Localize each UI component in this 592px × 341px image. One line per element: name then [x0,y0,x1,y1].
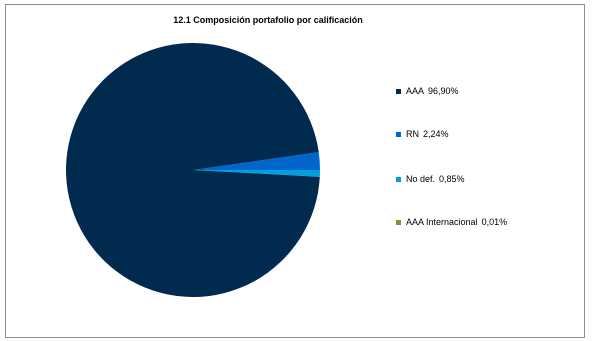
legend-swatch-aaa-internacional [396,219,401,225]
pie-slice-aaa-internacional [193,170,320,177]
legend-value-aaa: 96,90% [428,86,459,96]
legend-swatch-aaa [396,88,401,94]
pie-slice-no-def [193,170,320,177]
legend-item-aaa: AAA 96,90% [396,86,459,96]
legend-item-rn: RN 2,24% [396,129,449,139]
pie-slice-rn [193,152,320,170]
legend-swatch-rn [396,131,401,137]
chart-title: 12.1 Composición portafolio por califica… [173,15,363,25]
legend-label-no-def: No def. [406,174,436,184]
legend-value-no-def: 0,85% [439,174,465,184]
legend-label-rn: RN [406,129,419,139]
legend-item-no-def: No def. 0,85% [396,174,465,184]
legend-item-aaa-internacional: AAA Internacional 0,01% [396,217,507,227]
pie-slice-aaa [66,42,320,297]
legend-value-aaa-internacional: 0,01% [481,217,508,227]
legend-label-aaa-internacional: AAA Internacional [406,217,478,227]
legend-swatch-no-def [396,176,401,182]
legend-label-aaa: AAA [406,86,425,96]
legend-value-rn: 2,24% [423,129,449,139]
